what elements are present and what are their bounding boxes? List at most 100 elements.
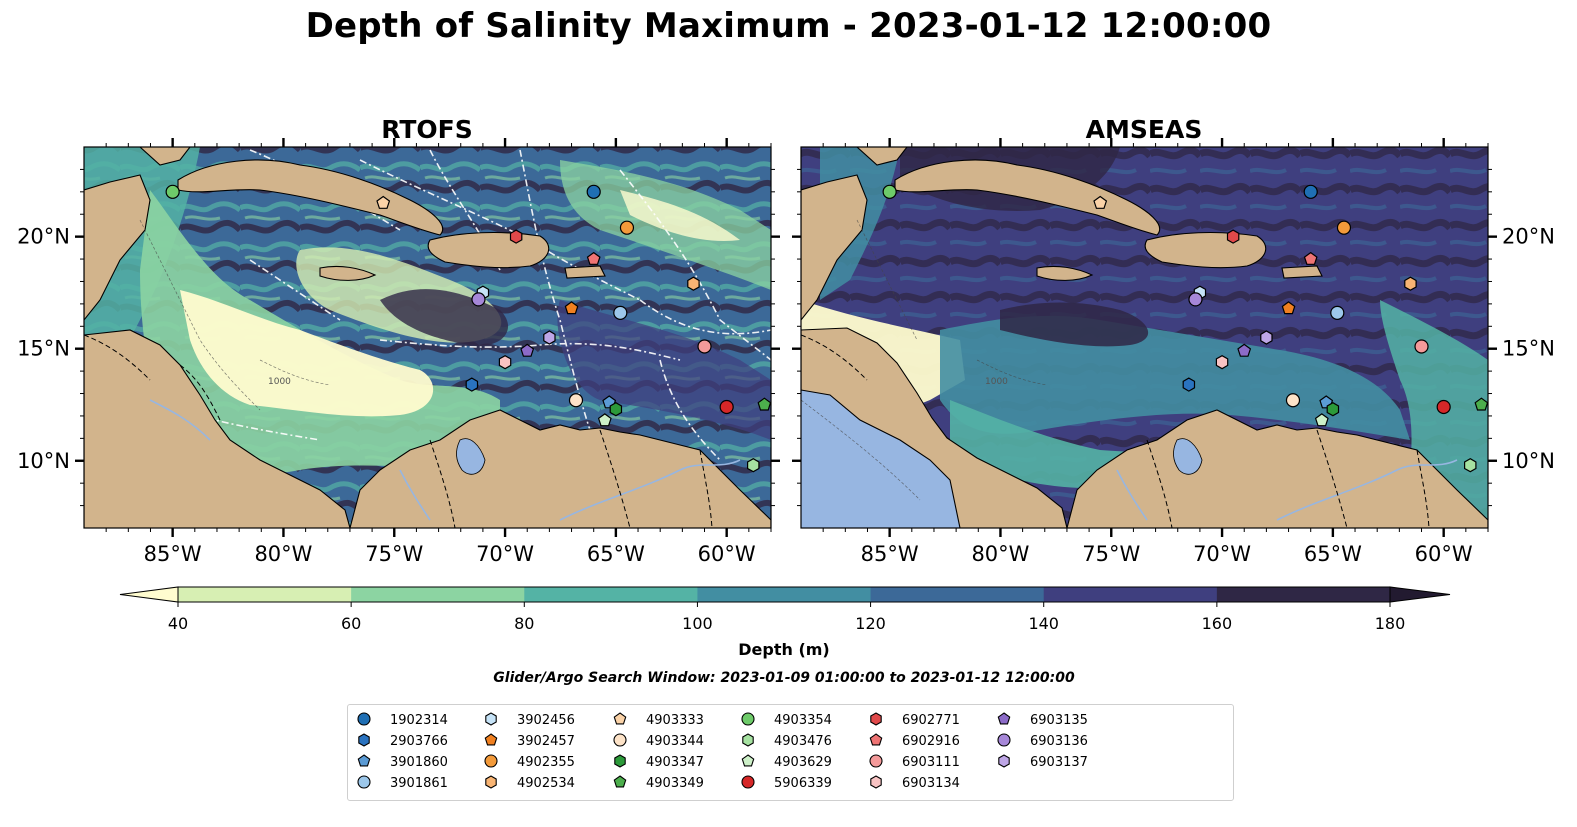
colorbar-segment [697, 587, 872, 602]
float-marker-2903766 [1182, 377, 1196, 392]
float-marker-4903347 [609, 402, 623, 417]
legend-marker-6903134 [870, 775, 882, 789]
float-marker-6902771 [509, 229, 523, 244]
float-marker-4903354 [882, 184, 897, 199]
rtofs-lat-tick-label: 20°N [17, 225, 70, 249]
rtofs-lon-tick-label: 65°W [587, 542, 645, 566]
rtofs-axis-ticks: 85°W 80°W 75°W 70°W 65°W 60°W 20°N 15°N 10°N [17, 138, 780, 566]
float-marker-6902916 [1303, 251, 1318, 265]
legend-marker-3901860 [357, 754, 371, 767]
legend-marker-3902456 [485, 712, 497, 726]
legend-entries: 1902314 2903766 3901860 3901861 3902456 39024… [357, 712, 1088, 791]
legend-marker-6902916 [869, 733, 883, 746]
search-window-text: Glider/Argo Search Window: 2023-01-09 01… [493, 670, 1075, 686]
legend-marker-4902534 [485, 775, 497, 789]
float-marker-6903134 [498, 355, 512, 370]
legend-label-4902534: 4902534 [517, 776, 575, 791]
float-marker-4903476 [746, 458, 760, 473]
colorbar-segment [1043, 587, 1218, 602]
float-marker-4903629 [597, 413, 612, 427]
legend-label-4903344: 4903344 [646, 734, 704, 749]
float-marker-4902355 [1336, 220, 1352, 235]
legend-label-4903476: 4903476 [774, 734, 832, 749]
amseas-field: 1000 [801, 147, 1488, 528]
colorbar-segment [351, 587, 525, 602]
float-marker-6902916 [586, 251, 601, 265]
rtofs-lon-tick-label: 75°W [365, 542, 423, 566]
float-marker-3902457 [1281, 301, 1296, 315]
float-marker-6903111 [1414, 339, 1429, 354]
colorbar-segment [870, 587, 1045, 602]
rtofs-map-panel: 1000 RTOFS 85°W 80°W 75°W 70°W 65°W 60°W 20°N 1… [17, 115, 780, 566]
float-marker-4903344 [568, 393, 584, 408]
legend-marker-1902314 [357, 712, 371, 726]
colorbar-extend-high [1389, 586, 1451, 603]
colorbar-tick-label: 80 [514, 614, 534, 633]
colorbar-tick-label: 140 [1028, 614, 1059, 633]
amseas-lat-tick-label: 15°N [1502, 337, 1555, 361]
legend-marker-4903344 [613, 733, 627, 747]
legend-label-3902456: 3902456 [517, 713, 575, 728]
rtofs-contour-label: 1000 [268, 377, 291, 387]
float-marker-3902457 [564, 301, 579, 315]
colorbar-segment [178, 587, 352, 602]
legend-label-4903347: 4903347 [646, 755, 704, 770]
amseas-lat-tick-label: 10°N [1502, 449, 1555, 473]
float-marker-4903349 [1474, 397, 1489, 411]
rtofs-lon-tick-label: 70°W [476, 542, 534, 566]
rtofs-lon-tick-label: 60°W [698, 542, 756, 566]
legend-label-1902314: 1902314 [390, 713, 448, 728]
float-marker-6903136 [1188, 292, 1203, 307]
legend-marker-4903629 [741, 754, 755, 767]
amseas-lon-tick-label: 65°W [1304, 542, 1362, 566]
float-marker-5906339 [1436, 399, 1451, 415]
float-marker-4902534 [1404, 276, 1417, 291]
float-marker-1902314 [586, 184, 601, 199]
float-marker-6903135 [1237, 343, 1252, 357]
colorbar-segment [524, 587, 698, 602]
legend-marker-6903136 [997, 733, 1011, 747]
float-marker-4903333 [1093, 195, 1108, 209]
float-marker-6903136 [471, 292, 486, 307]
legend-label-3901861: 3901861 [390, 776, 448, 791]
float-marker-4903344 [1285, 393, 1301, 408]
legend-marker-6903111 [869, 754, 883, 768]
amseas-lon-tick-label: 80°W [971, 542, 1029, 566]
colorbar: 40 60 80 100 120 140 160 180 [119, 586, 1451, 633]
legend-marker-4902355 [484, 754, 498, 768]
legend-label-4903333: 4903333 [646, 713, 704, 728]
legend-label-4903629: 4903629 [774, 755, 832, 770]
float-marker-3901861 [613, 305, 628, 320]
amseas-axis-ticks: 85°W 80°W 75°W 70°W 65°W 60°W 20°N 15°N 10°N [792, 138, 1555, 566]
amseas-lon-tick-label: 70°W [1193, 542, 1251, 566]
amseas-lon-tick-label: 60°W [1415, 542, 1473, 566]
float-marker-4903349 [757, 397, 772, 411]
legend-marker-6902771 [870, 712, 882, 726]
float-marker-5906339 [719, 399, 734, 415]
float-marker-1902314 [1303, 184, 1318, 199]
legend-marker-5906339 [741, 775, 755, 789]
legend-marker-4903354 [741, 712, 755, 726]
legend-marker-6903137 [998, 754, 1010, 768]
float-marker-6903135 [520, 343, 535, 357]
legend-label-2903766: 2903766 [390, 734, 448, 749]
legend-label-3902457: 3902457 [517, 734, 575, 749]
float-marker-4903347 [1326, 402, 1340, 417]
rtofs-lat-tick-label: 10°N [17, 449, 70, 473]
colorbar-tick-label: 60 [341, 614, 361, 633]
float-marker-4903476 [1463, 458, 1477, 473]
amseas-lon-tick-label: 75°W [1082, 542, 1140, 566]
rtofs-float-markers [165, 184, 772, 473]
legend-label-6903111: 6903111 [902, 755, 960, 770]
amseas-float-markers [882, 184, 1489, 473]
float-marker-2903766 [465, 377, 479, 392]
float-marker-4902355 [619, 220, 635, 235]
rtofs-lon-tick-label: 80°W [254, 542, 312, 566]
amseas-lon-tick-label: 85°W [861, 542, 919, 566]
rtofs-lon-tick-label: 85°W [144, 542, 202, 566]
amseas-contour-label: 1000 [985, 377, 1008, 387]
legend-marker-4903347 [614, 754, 626, 768]
rtofs-panel-title: RTOFS [381, 115, 473, 144]
legend-label-6903136: 6903136 [1030, 734, 1088, 749]
